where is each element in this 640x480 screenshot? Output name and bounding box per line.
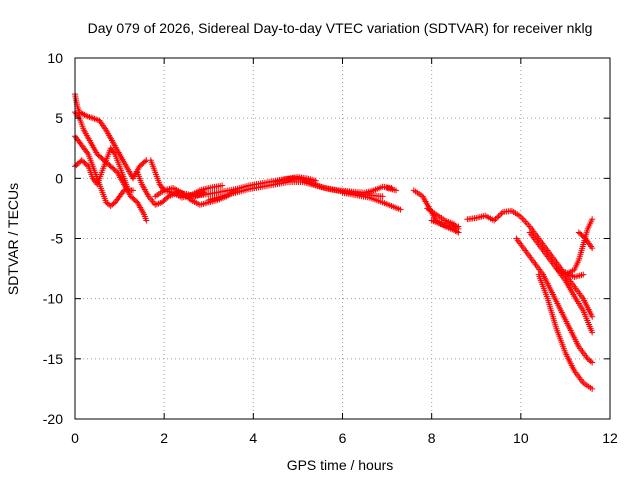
grid — [75, 58, 610, 419]
tick-labels: 0 2 4 6 8 10 12 -20 -15 -10 -5 0 5 10 — [43, 50, 618, 446]
arc-3-interp — [110, 200, 117, 207]
y-axis-label: SDTVAR / TECUs — [5, 183, 21, 295]
arc-5-interp — [164, 194, 171, 201]
y-tick-label: 10 — [47, 50, 63, 66]
arc-15-point — [455, 223, 462, 230]
axis-ticks — [74, 57, 611, 420]
arc-16-interp — [492, 216, 499, 223]
y-tick-label: -15 — [43, 351, 63, 367]
arc-16-interp — [498, 210, 505, 217]
x-tick-label: 4 — [249, 430, 257, 446]
arc-2-point — [143, 217, 150, 224]
arc-9-point — [379, 193, 386, 200]
x-tick-label: 0 — [71, 430, 79, 446]
arc-16-interp — [494, 214, 501, 221]
arc-11-point — [397, 206, 404, 213]
y-tick-label: -5 — [51, 231, 64, 247]
arc-4-interp — [84, 162, 91, 169]
x-axis-label: GPS time / hours — [287, 457, 394, 473]
arc-18-point — [589, 359, 596, 366]
arc-16-point — [589, 313, 596, 320]
x-tick-label: 2 — [160, 430, 168, 446]
y-tick-label: -20 — [43, 411, 63, 427]
arc-17-point — [589, 329, 596, 336]
arc-22-point — [589, 245, 596, 252]
data-points — [72, 91, 596, 392]
x-tick-label: 12 — [602, 430, 618, 446]
arc-1-interp — [141, 158, 148, 165]
chart-title: Day 079 of 2026, Sidereal Day-to-day VTE… — [88, 20, 593, 36]
arc-21-point — [580, 271, 587, 278]
x-tick-label: 10 — [513, 430, 529, 446]
y-tick-label: 0 — [55, 170, 63, 186]
x-tick-label: 6 — [339, 430, 347, 446]
arc-6-point — [219, 182, 226, 189]
y-tick-label: -10 — [43, 291, 63, 307]
arc-16-interp — [495, 213, 502, 220]
arc-20-point — [589, 216, 596, 223]
y-tick-label: 5 — [55, 110, 63, 126]
arc-16-interp — [497, 211, 504, 218]
arc-18-interp — [587, 358, 594, 365]
arc-12-point — [393, 187, 399, 194]
x-tick-label: 8 — [428, 430, 436, 446]
arc-16-point — [491, 217, 498, 224]
arc-4-point — [129, 187, 136, 194]
arc-19-point — [589, 385, 596, 392]
